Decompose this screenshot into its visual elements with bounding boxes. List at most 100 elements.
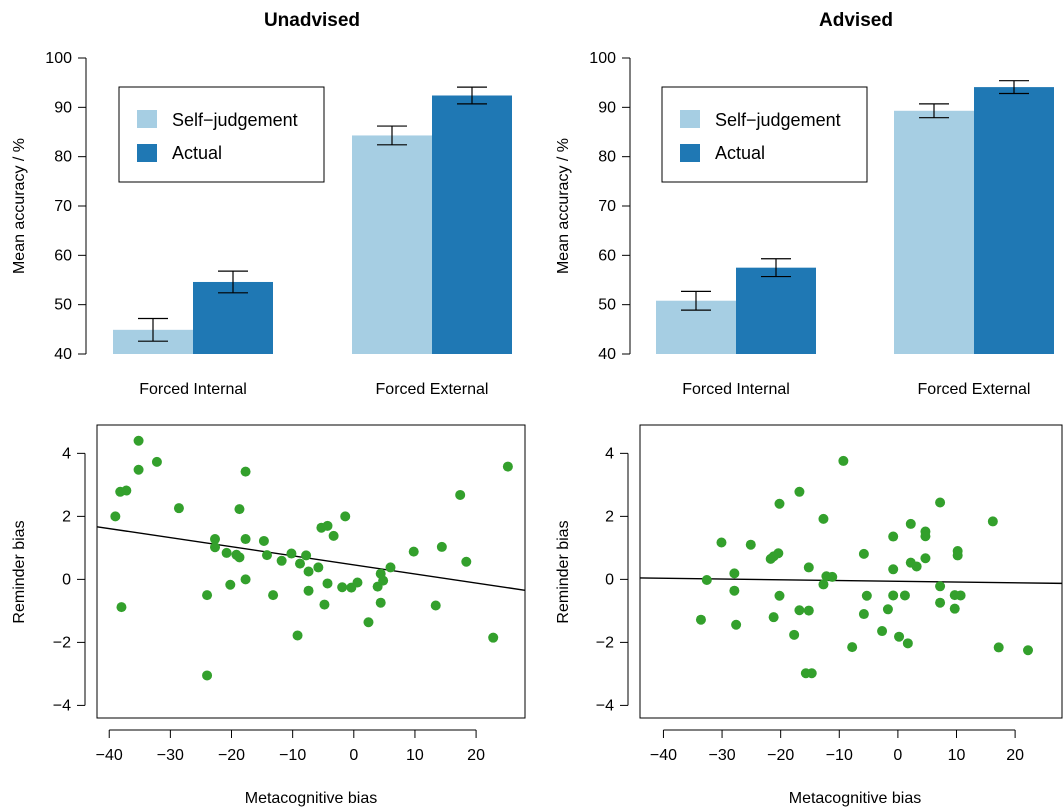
bar [894,110,974,354]
data-point [847,642,858,653]
data-point [430,600,441,611]
data-point [133,464,144,475]
panel-advised-scatter: Metacognitive bias Reminder bias −40 −30−… [555,424,1063,807]
data-point [268,590,279,601]
error-bar [218,270,248,294]
data-point [987,516,998,527]
legend-swatch-self-judgement [680,110,700,128]
data-point [877,626,888,637]
data-point [716,537,727,548]
data-point [729,568,740,579]
data-point [294,558,305,569]
data-point [461,556,472,567]
y-axis-label: Mean accuracy / % [555,138,572,274]
data-point [202,670,213,681]
data-point [949,603,960,614]
x-axis-label: Metacognitive bias [245,790,378,807]
y-tick-label: −2 [596,634,614,651]
y-tick-label: 90 [54,99,72,116]
data-point [902,638,913,649]
legend: Self−judgement Actual [661,86,868,183]
data-point [894,631,905,642]
data-point [935,497,946,508]
y-tick-label: 4 [605,445,614,462]
data-point [221,547,232,558]
legend-swatch-actual [680,144,700,162]
bar [974,87,1054,355]
data-point [818,579,829,590]
panel-unadvised-bars: Unadvised Mean accuracy / % Forced Inter… [11,10,512,398]
data-point [121,485,132,496]
error-bar [138,317,168,342]
data-point [322,520,333,531]
data-point [303,566,314,577]
chart-title: Advised [819,10,893,31]
plot-frame [96,424,526,719]
data-point [701,575,712,586]
plot-area: Forced Internal Forced External 40 50 60 70 80… [45,50,512,398]
data-point [803,605,814,616]
data-point [911,561,922,572]
data-point [888,531,899,542]
data-point [110,511,121,522]
data-point [240,574,251,585]
data-point [363,617,374,628]
data-point [773,548,784,559]
data-point [210,534,221,545]
bar [193,281,273,354]
error-bar [377,125,407,146]
data-point [151,456,162,467]
data-point [375,597,386,608]
y-tick-label: 80 [598,149,616,166]
x-tick-label: −40 [650,747,677,764]
x-tick-label: −20 [218,747,245,764]
data-point [774,498,785,509]
regression-line [96,526,526,591]
data-point [210,542,221,553]
data-point [303,585,314,596]
x-tick-label: 0 [349,747,358,764]
error-bar [457,86,487,105]
y-tick-label: 60 [54,247,72,264]
plot-area: Forced Internal Forced External 40 50 60 70 80… [589,50,1054,398]
data-point [935,581,946,592]
bar [352,135,432,354]
y-tick-label: 50 [598,297,616,314]
error-bar [919,103,949,119]
x-tick-label: 20 [1006,747,1024,764]
data-point [768,612,779,623]
data-point [436,541,447,552]
x-tick-label: −20 [767,747,794,764]
plot-frame [639,424,1063,719]
x-tick-label: −30 [708,747,735,764]
x-tick-label: 10 [406,747,424,764]
y-tick-label: 70 [54,198,72,215]
data-point [378,575,389,586]
data-point [888,590,899,601]
x-tick-label: Forced External [376,381,489,398]
legend-box [118,86,325,183]
x-axis-label: Metacognitive bias [789,790,922,807]
data-point [240,466,251,477]
data-point [240,534,251,545]
data-point [292,630,303,641]
data-point [488,632,499,643]
data-point [408,546,419,557]
data-point [385,562,396,573]
x-tick-label: −10 [826,747,853,764]
y-tick-label: 0 [605,571,614,588]
legend: Self−judgement Actual [118,86,325,183]
error-bar [999,80,1029,95]
y-tick-label: 100 [45,50,72,67]
legend-label-actual: Actual [172,143,222,163]
y-tick-label: 100 [589,50,616,67]
data-point [858,609,869,620]
data-point [920,531,931,542]
x-tick-label: 20 [467,747,485,764]
y-tick-label: 2 [62,508,71,525]
data-point [920,553,931,564]
y-tick-label: 40 [54,346,72,363]
y-tick-label: 90 [598,99,616,116]
legend-swatch-self-judgement [137,110,157,128]
